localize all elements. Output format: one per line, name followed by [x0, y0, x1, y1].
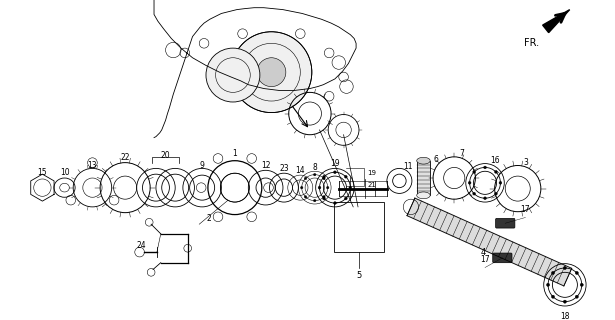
Circle shape [257, 58, 286, 87]
Circle shape [344, 175, 347, 178]
Ellipse shape [417, 192, 430, 199]
Circle shape [494, 171, 498, 173]
Circle shape [552, 271, 555, 275]
Circle shape [547, 283, 550, 286]
Circle shape [563, 267, 566, 269]
Circle shape [344, 197, 347, 200]
Circle shape [327, 187, 329, 189]
Text: 21: 21 [368, 182, 376, 188]
Text: 18: 18 [560, 312, 569, 320]
Text: 17: 17 [521, 204, 530, 214]
Circle shape [468, 181, 471, 184]
Text: 11: 11 [403, 162, 413, 171]
Text: 10: 10 [60, 168, 69, 177]
Text: 22: 22 [121, 153, 130, 162]
Text: 19: 19 [368, 170, 376, 176]
Circle shape [314, 199, 316, 202]
Circle shape [349, 186, 352, 189]
Circle shape [304, 177, 307, 180]
Text: 6: 6 [433, 155, 438, 164]
Text: 16: 16 [490, 156, 499, 165]
Bar [334, 202, 384, 252]
Polygon shape [407, 198, 572, 286]
FancyBboxPatch shape [496, 219, 515, 228]
Text: 13: 13 [87, 161, 97, 170]
Text: 24: 24 [137, 241, 146, 250]
Text: 8: 8 [312, 163, 317, 172]
Circle shape [575, 271, 578, 275]
Text: 12: 12 [261, 161, 271, 170]
Text: 5: 5 [356, 271, 362, 280]
Circle shape [301, 187, 303, 189]
Text: 14: 14 [295, 166, 305, 175]
Circle shape [231, 32, 312, 113]
Circle shape [483, 197, 486, 200]
Polygon shape [542, 10, 569, 33]
Text: 20: 20 [161, 151, 170, 160]
Text: 7: 7 [459, 149, 464, 158]
Ellipse shape [417, 157, 430, 164]
Circle shape [580, 283, 583, 286]
Bar [417, 161, 430, 195]
Text: 15: 15 [38, 168, 47, 177]
Circle shape [473, 171, 475, 173]
Circle shape [323, 197, 325, 200]
Text: 9: 9 [200, 161, 205, 170]
Circle shape [314, 173, 316, 176]
Circle shape [304, 196, 307, 198]
Circle shape [318, 186, 321, 189]
Circle shape [575, 295, 578, 298]
Text: FR.: FR. [524, 38, 539, 49]
Circle shape [499, 181, 502, 184]
Circle shape [494, 192, 498, 195]
Text: 1: 1 [232, 149, 237, 158]
Text: 3: 3 [523, 158, 528, 167]
Circle shape [333, 171, 336, 174]
FancyBboxPatch shape [493, 253, 512, 263]
Circle shape [206, 48, 260, 102]
Text: 2: 2 [207, 214, 212, 223]
Text: 23: 23 [279, 164, 288, 172]
Circle shape [333, 202, 336, 204]
Circle shape [323, 196, 325, 198]
Text: 19: 19 [330, 159, 339, 168]
Circle shape [323, 175, 325, 178]
Circle shape [483, 166, 486, 169]
Text: 17: 17 [480, 255, 490, 264]
Circle shape [473, 192, 475, 195]
Circle shape [563, 300, 566, 303]
Circle shape [323, 177, 325, 180]
Circle shape [552, 295, 555, 298]
Text: 4: 4 [480, 248, 486, 257]
